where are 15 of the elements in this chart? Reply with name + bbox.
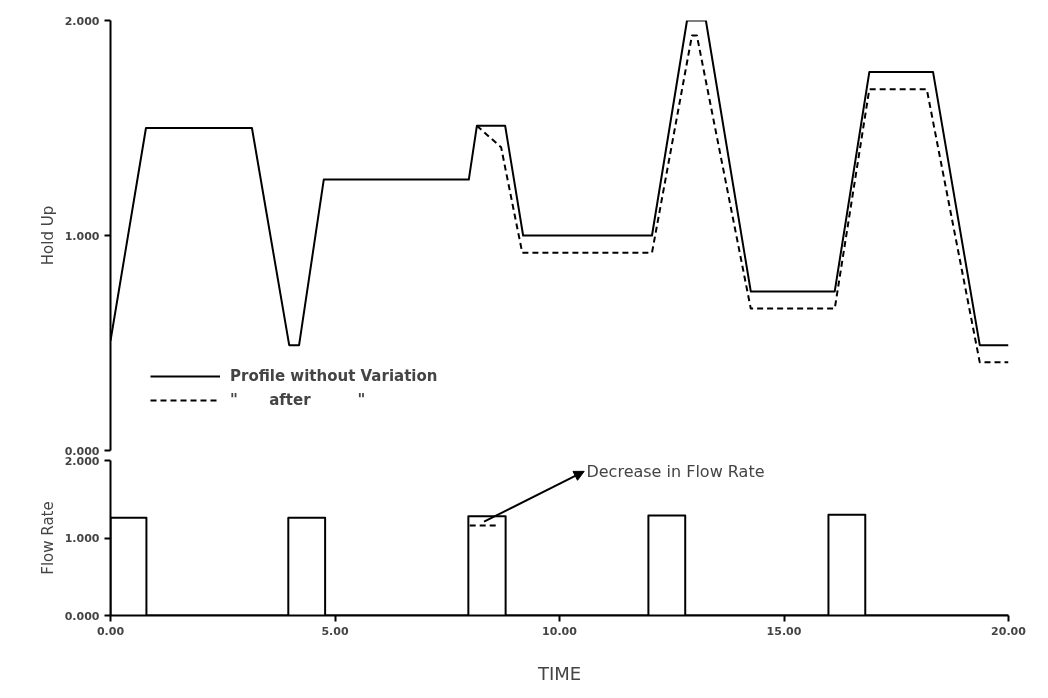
x-tick-label: 20.00 xyxy=(991,624,1027,638)
x-tick-label: 10.00 xyxy=(542,624,578,638)
x-tick-label: 0.00 xyxy=(96,624,125,638)
y-axis-title: Hold Up xyxy=(38,205,57,266)
x-tick-label: 15.00 xyxy=(766,624,802,638)
y-axis-title: Flow Rate xyxy=(38,501,57,575)
y-tick-label: 0.000 xyxy=(64,609,100,623)
y-tick-label: 1.000 xyxy=(64,229,100,243)
legend-label: " after " xyxy=(230,391,366,409)
x-axis-title: TIME xyxy=(536,662,582,684)
annotation: Decrease in Flow Rate xyxy=(586,461,765,481)
y-tick-label: 1.000 xyxy=(64,532,100,545)
x-tick-label: 5.00 xyxy=(321,624,349,638)
legend-label: Profile without Variation xyxy=(230,367,438,385)
y-tick-label: 2.000 xyxy=(64,14,100,28)
